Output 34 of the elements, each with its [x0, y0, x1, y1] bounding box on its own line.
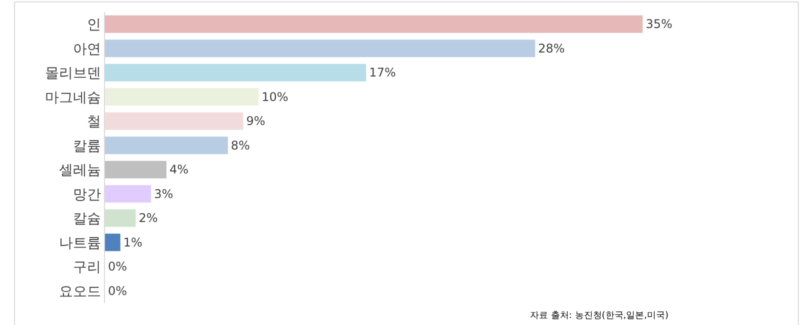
- y-tick-label: 칼륨: [73, 138, 102, 154]
- bar: [105, 185, 152, 203]
- data-label: 8%: [230, 138, 250, 152]
- y-tick-label: 마그네슘: [45, 90, 102, 106]
- data-label: 17%: [369, 66, 396, 80]
- data-label: 9%: [246, 114, 266, 128]
- data-label: 0%: [108, 260, 128, 274]
- data-label: 2%: [138, 211, 158, 226]
- bar: [105, 160, 166, 178]
- y-tick-label: 철: [87, 114, 102, 130]
- y-tick-label: 셀레늄: [59, 162, 102, 179]
- bar: [105, 40, 536, 58]
- data-label: 28%: [538, 41, 565, 56]
- bar: [105, 64, 366, 82]
- y-tick-label: 몰리브덴: [45, 66, 102, 82]
- y-tick-label: 구리: [73, 260, 102, 276]
- bar: [105, 112, 244, 130]
- bar: [105, 88, 259, 106]
- data-label: 0%: [108, 284, 128, 298]
- data-label: 35%: [646, 17, 672, 32]
- y-tick-label: 인: [87, 17, 102, 34]
- y-tick-label: 칼슘: [73, 211, 102, 228]
- data-label: 4%: [169, 162, 188, 177]
- y-tick-label: 아연: [73, 41, 102, 58]
- bar: [105, 15, 643, 33]
- bar: [105, 234, 120, 252]
- bar: [105, 136, 228, 154]
- text: 자료 출처: 농진청(한국,일본,미국): [530, 311, 668, 321]
- y-tick-label: 나트륨: [59, 235, 102, 252]
- y-tick-label: 망간: [73, 186, 102, 203]
- data-label: 3%: [154, 186, 174, 201]
- data-label: 1%: [123, 235, 142, 250]
- data-label: 10%: [262, 90, 288, 104]
- y-tick-label: 요오드: [59, 284, 102, 300]
